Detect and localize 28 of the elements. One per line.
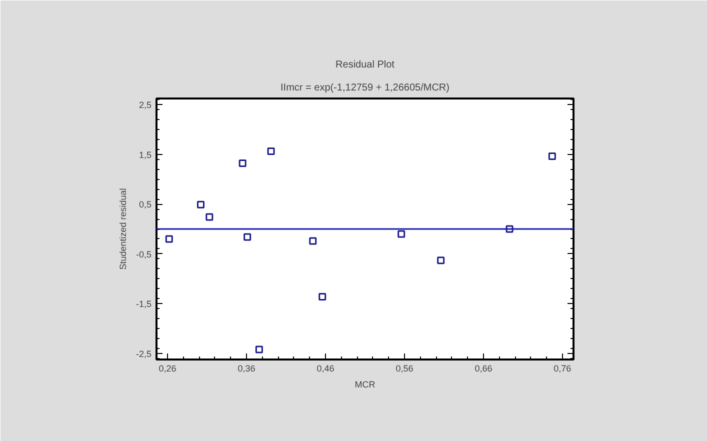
point xyxy=(255,346,263,354)
point xyxy=(267,148,275,156)
x-tick-label: 0,46 xyxy=(316,364,334,374)
x-axis-title: MCR xyxy=(354,380,376,390)
point xyxy=(548,152,556,160)
point xyxy=(437,256,445,264)
y-tick-label: 1,5 xyxy=(138,150,152,160)
y-tick-label: 0,5 xyxy=(138,200,152,210)
y-tick-label: 2,5 xyxy=(138,100,152,110)
point xyxy=(309,237,317,245)
y-tick-label: -2,5 xyxy=(136,349,152,360)
point xyxy=(244,233,252,241)
x-tick-label: 0,76 xyxy=(554,364,572,374)
point xyxy=(165,235,173,243)
y-tick-label: -1,5 xyxy=(136,299,152,310)
point xyxy=(318,292,326,300)
point xyxy=(196,200,204,208)
chart-title: Residual Plot xyxy=(336,60,395,70)
x-tick-label: 0,66 xyxy=(474,364,492,374)
point xyxy=(206,213,214,221)
x-tick-label: 0,26 xyxy=(158,364,176,374)
x-tick-label: 0,36 xyxy=(238,364,256,374)
x-tick-label: 0,56 xyxy=(396,364,414,374)
y-tick-label: -0,5 xyxy=(136,249,152,260)
y-axis-title: Studentized residual xyxy=(118,188,128,270)
point xyxy=(238,160,246,167)
chart-subtitle: IImcr = exp(-1,12759 + 1,26605/MCR) xyxy=(280,82,450,94)
point xyxy=(398,230,406,238)
